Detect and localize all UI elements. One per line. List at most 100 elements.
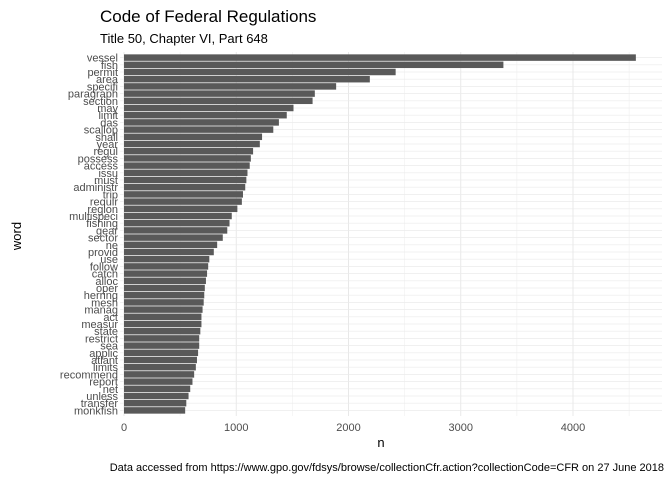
y-tick-label: state [94, 326, 118, 338]
x-tick-label: 4000 [561, 422, 585, 434]
bar-unless [124, 392, 189, 400]
y-tick-label: issu [98, 168, 118, 180]
y-tick-label: das [100, 117, 118, 129]
bar-act [124, 313, 202, 321]
y-tick-label: applic [89, 348, 118, 360]
y-tick-label: provid [88, 247, 118, 259]
y-tick-label: regul [94, 146, 118, 158]
y-tick-label: scallop [84, 125, 118, 137]
bar-atlant [124, 356, 197, 364]
bar-restrict [124, 335, 200, 342]
bar-net [124, 385, 191, 393]
y-tick-label: may [97, 103, 118, 115]
bar-specifi [124, 83, 337, 90]
y-tick-label: measur [81, 319, 118, 331]
y-tick-label: sector [88, 233, 118, 245]
bar-multispeci [124, 212, 232, 220]
chart-caption: Data accessed from https://www.gpo.gov/f… [110, 462, 664, 474]
y-tick-label: use [100, 254, 118, 266]
y-tick-label: oper [96, 283, 118, 295]
y-tick-label: fish [101, 60, 118, 72]
y-tick-label: restrict [85, 333, 118, 345]
y-tick-label: follow [90, 261, 118, 273]
bar-herring [124, 291, 205, 299]
y-tick-label: alloc [95, 276, 118, 288]
bar-administr [124, 183, 246, 191]
y-tick-labels: vesselfishpermitareaspecifiparagraphsect… [60, 53, 119, 418]
x-tick-label: 3000 [449, 422, 473, 434]
y-tick-label: year [97, 139, 119, 151]
y-tick-label: mesh [91, 297, 118, 309]
y-tick-label: requir [90, 197, 118, 209]
bar-sea [124, 342, 200, 349]
chart-title: Code of Federal Regulations [100, 7, 316, 26]
bar-regul [124, 147, 254, 155]
y-tick-label: paragraph [68, 89, 118, 101]
x-tick-labels: 0 1000 2000 3000 4000 [121, 422, 585, 434]
bar-requir [124, 198, 242, 205]
bar-oper [124, 284, 205, 292]
y-tick-label: monkfish [74, 405, 118, 417]
x-tick-label: 1000 [224, 422, 248, 434]
bar-section [124, 97, 313, 105]
bar-use [124, 255, 210, 263]
y-tick-label: section [83, 96, 118, 108]
y-tick-label: unless [86, 391, 118, 403]
y-tick-label: access [84, 161, 119, 173]
bar-recommend [124, 371, 195, 378]
bar-monkfish [124, 407, 186, 414]
y-tick-label: multispeci [69, 211, 118, 223]
bar-state [124, 327, 201, 335]
y-tick-label: vessel [87, 53, 118, 65]
bar-limit [124, 111, 287, 119]
bar-transfer [124, 399, 187, 407]
y-axis-title: word [9, 222, 24, 251]
y-tick-label: fishing [86, 218, 118, 230]
y-tick-label: atlant [91, 355, 118, 367]
bar-manag [124, 306, 203, 313]
y-tick-label: shall [95, 132, 118, 144]
chart-subtitle: Title 50, Chapter VI, Part 648 [100, 31, 268, 46]
y-tick-label: specifi [87, 81, 118, 93]
y-tick-label: sea [100, 341, 119, 353]
bar-sector [124, 234, 223, 241]
bar-may [124, 104, 294, 112]
bar-year [124, 140, 260, 148]
bar-scallop [124, 126, 274, 133]
bar-shall [124, 133, 263, 141]
y-tick-label: trip [103, 189, 118, 201]
bar-region [124, 205, 238, 213]
y-tick-label: transfer [81, 398, 119, 410]
x-axis-title: n [377, 435, 384, 450]
bar-must [124, 176, 247, 184]
y-tick-label: ne [106, 240, 118, 252]
y-tick-label: act [103, 312, 118, 324]
bar-catch [124, 270, 208, 277]
bar-follow [124, 263, 209, 270]
bar-fish [124, 61, 504, 69]
bar-alloc [124, 277, 206, 285]
bar-access [124, 162, 250, 169]
y-tick-label: region [87, 204, 118, 216]
y-tick-label: net [103, 384, 118, 396]
y-tick-label: gear [96, 225, 118, 237]
bar-fishing [124, 219, 230, 227]
bar-area [124, 75, 370, 83]
bar-vessel [124, 54, 636, 61]
bar-limits [124, 363, 196, 371]
y-tick-label: herring [84, 290, 118, 302]
y-tick-label: possess [78, 153, 119, 165]
y-tick-label: limit [98, 110, 118, 122]
y-tick-label: recommend [60, 369, 118, 381]
bar-permit [124, 68, 396, 76]
y-tick-label: must [94, 175, 118, 187]
y-tick-label: area [96, 74, 119, 86]
bar-provid [124, 248, 214, 256]
bar-ne [124, 241, 218, 249]
bar-mesh [124, 299, 204, 306]
bar-applic [124, 349, 199, 357]
bar-gear [124, 227, 228, 234]
y-tick-label: limits [93, 362, 119, 374]
y-tick-label: administr [73, 182, 118, 194]
